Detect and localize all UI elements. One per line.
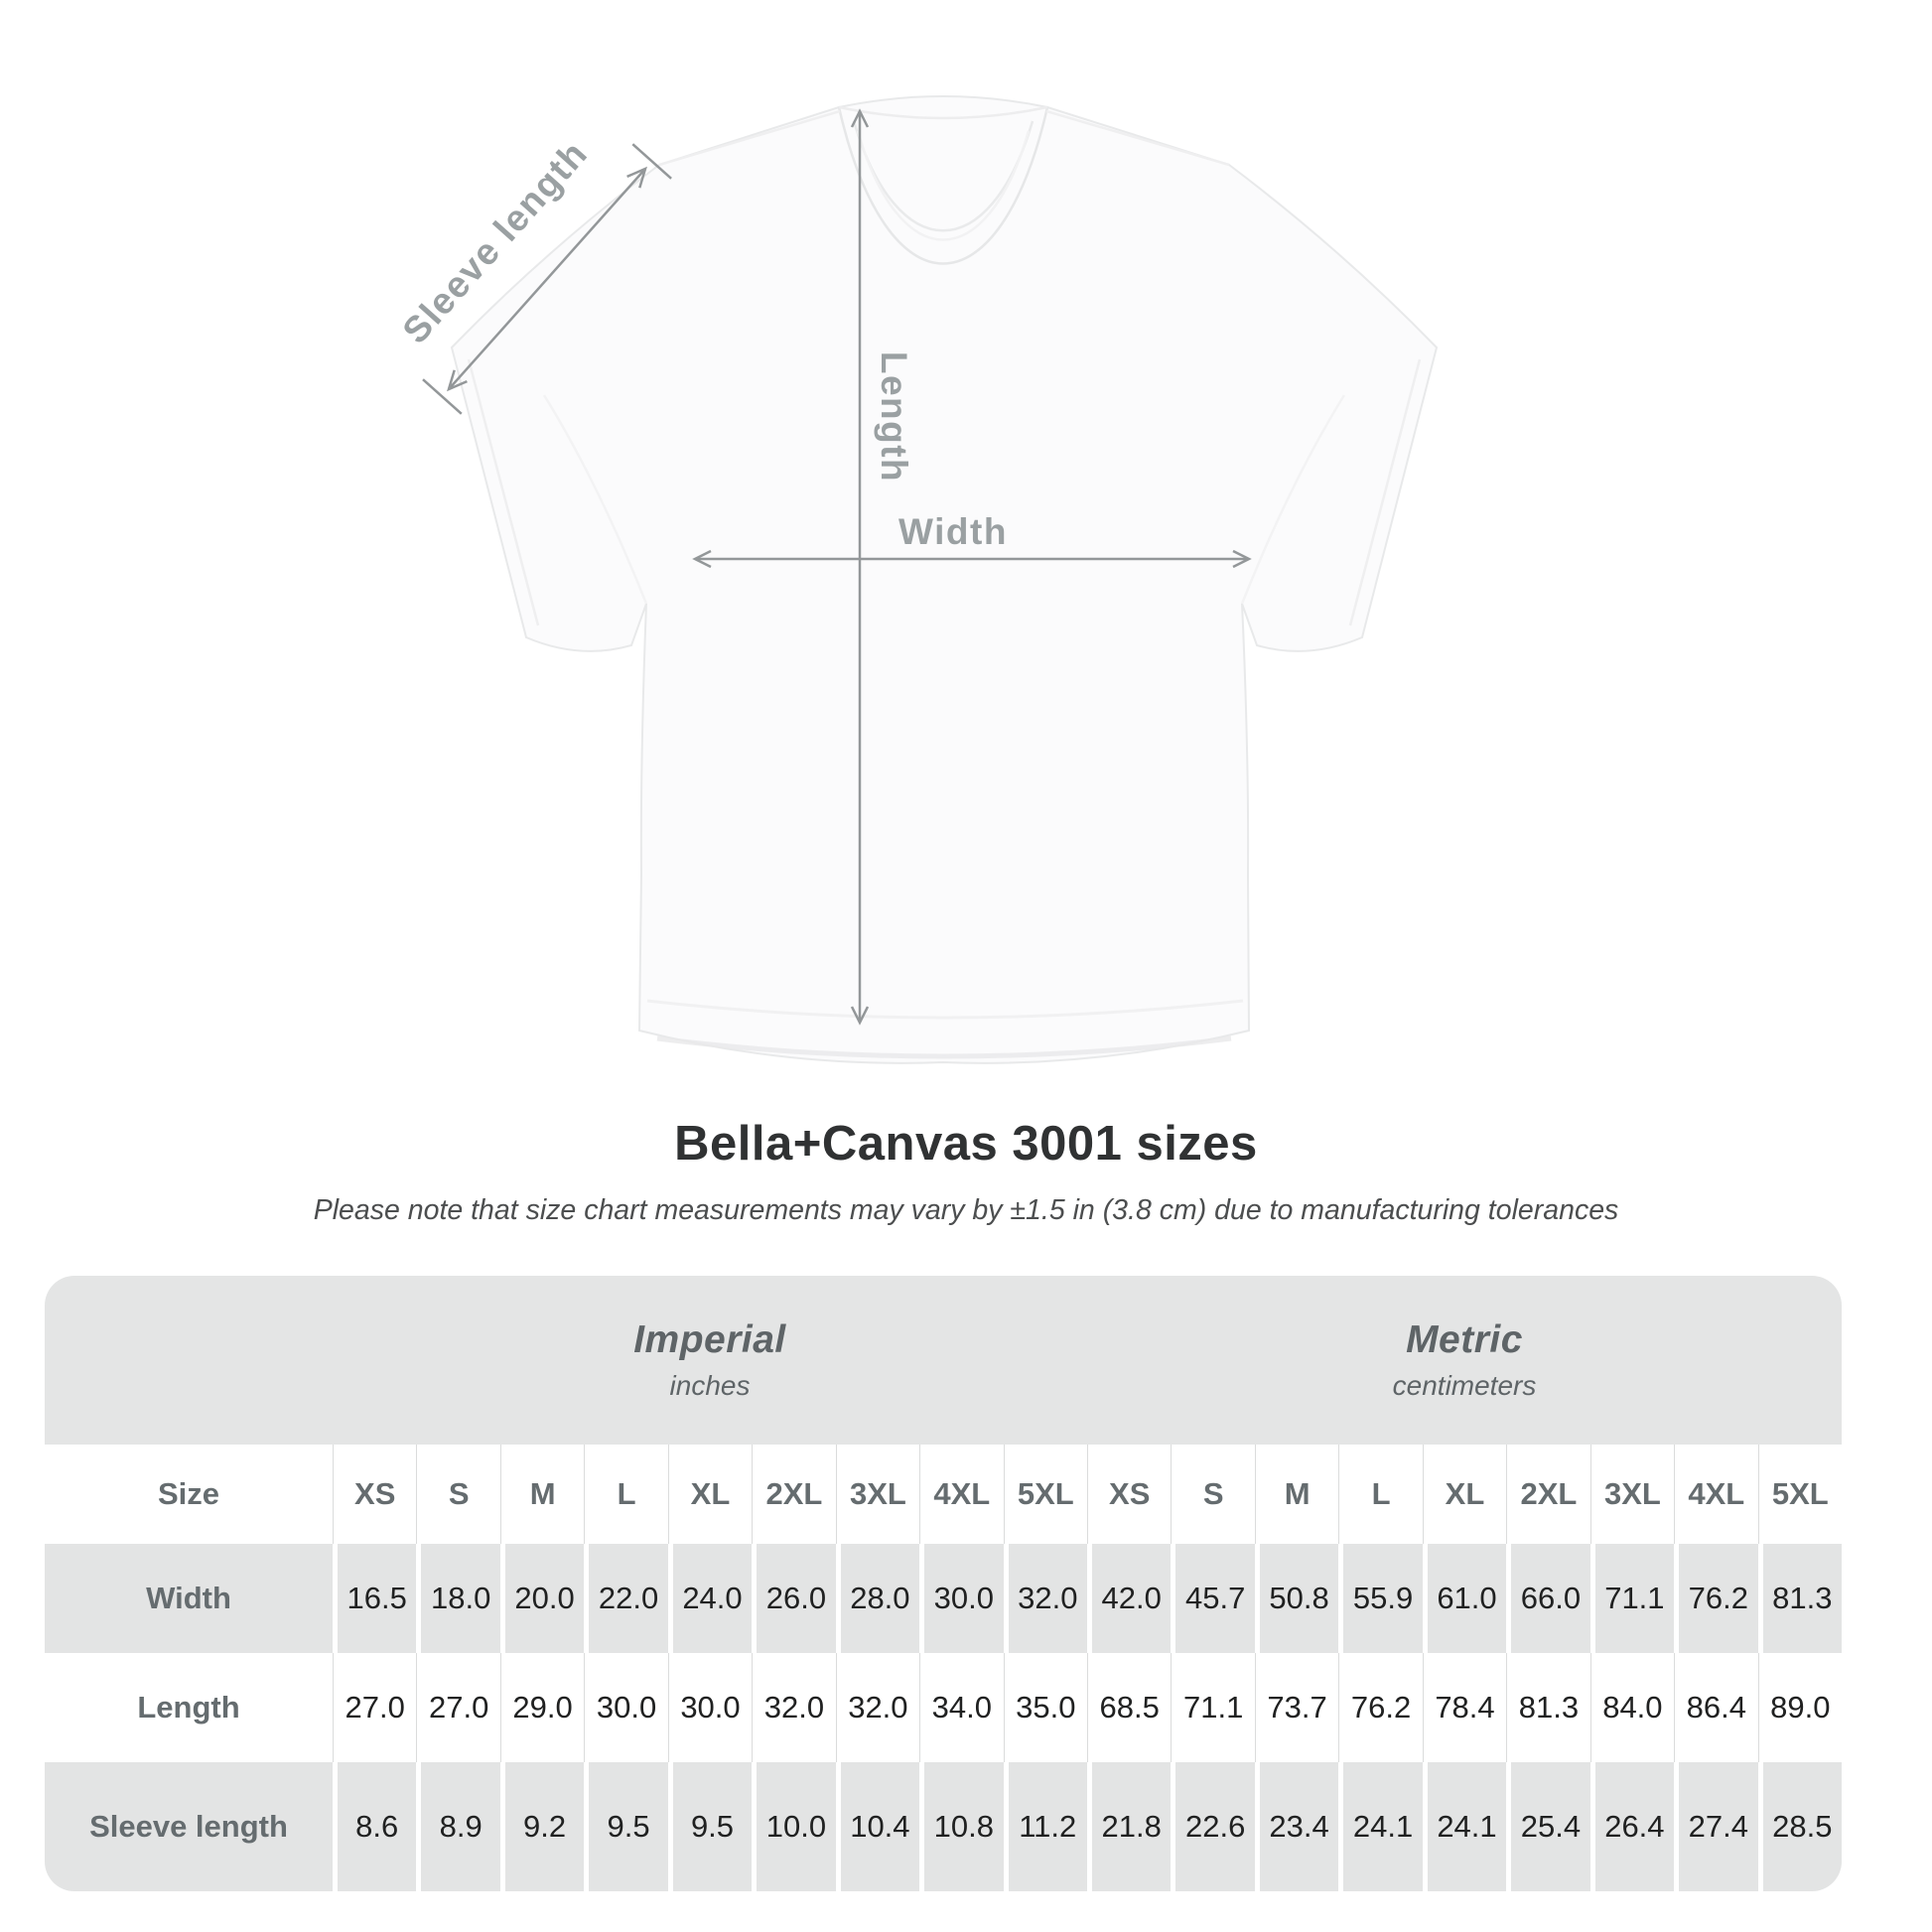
size-header-metric-3xl: 3XL [1589,1445,1674,1544]
value-cell: 22.6 [1171,1762,1254,1891]
width-label: Width [898,511,1008,552]
size-header-imperial-xl: XL [667,1445,752,1544]
value-cell: 22.0 [584,1544,667,1653]
unit-group-imperial: Imperial inches [333,1276,1087,1445]
value-cell: 27.0 [416,1653,499,1762]
size-header-metric-l: L [1338,1445,1422,1544]
size-header-imperial-m: M [499,1445,584,1544]
value-cell: 42.0 [1086,1544,1171,1653]
value-cell: 25.4 [1506,1762,1589,1891]
value-cell: 24.0 [667,1544,752,1653]
tshirt-measurement-diagram: Length Width Sleeve length [395,95,1439,1064]
size-header-metric-m: M [1254,1445,1338,1544]
value-cell: 32.0 [835,1653,919,1762]
size-header-imperial-l: L [584,1445,667,1544]
size-header-imperial-4xl: 4XL [919,1445,1003,1544]
value-cell: 50.8 [1254,1544,1338,1653]
size-header-metric-s: S [1171,1445,1254,1544]
size-header-metric-2xl: 2XL [1506,1445,1589,1544]
value-cell: 10.8 [919,1762,1003,1891]
value-cell: 81.3 [1757,1544,1842,1653]
sleeve-length-dimension-arrow [422,143,672,415]
table-row: Width 16.5 18.0 20.0 22.0 24.0 26.0 28.0 30.0 32.… [45,1544,1842,1653]
size-chart-table: Size XS S M L XL 2XL 3XL 4XL 5XL XS S M L XL 2XL 3XL 4XL 5… [45,1445,1842,1891]
page-subtitle: Please note that size chart measurements… [313,1194,1619,1226]
length-dimension-arrow [850,108,870,1026]
value-cell: 81.3 [1506,1653,1589,1762]
value-cell: 9.5 [667,1762,752,1891]
page-title: Bella+Canvas 3001 sizes [674,1117,1258,1171]
size-header-imperial-s: S [416,1445,499,1544]
value-cell: 16.5 [333,1544,416,1653]
imperial-unit: inches [669,1370,751,1401]
value-cell: 21.8 [1086,1762,1171,1891]
size-header-imperial-3xl: 3XL [835,1445,919,1544]
value-cell: 84.0 [1589,1653,1674,1762]
value-cell: 76.2 [1674,1544,1757,1653]
value-cell: 73.7 [1254,1653,1338,1762]
value-cell: 78.4 [1422,1653,1506,1762]
value-cell: 29.0 [499,1653,584,1762]
imperial-heading: Imperial [633,1318,786,1361]
value-cell: 8.9 [416,1762,499,1891]
table-row: Size XS S M L XL 2XL 3XL 4XL 5XL XS S M L XL 2XL 3XL 4XL 5… [45,1445,1842,1544]
value-cell: 26.0 [752,1544,835,1653]
value-cell: 8.6 [333,1762,416,1891]
size-header-metric-5xl: 5XL [1757,1445,1842,1544]
value-cell: 20.0 [499,1544,584,1653]
value-cell: 30.0 [584,1653,667,1762]
size-header-imperial-xs: XS [333,1445,416,1544]
table-row: Length 27.0 27.0 29.0 30.0 30.0 32.0 32.0 34.0 35… [45,1653,1842,1762]
value-cell: 24.1 [1422,1762,1506,1891]
unit-group-metric: Metric centimeters [1087,1276,1842,1445]
value-cell: 32.0 [752,1653,835,1762]
value-cell: 45.7 [1171,1544,1254,1653]
unit-system-band: Imperial inches Metric centimeters [45,1276,1842,1445]
value-cell: 9.5 [584,1762,667,1891]
value-cell: 11.2 [1003,1762,1087,1891]
value-cell: 9.2 [499,1762,584,1891]
value-cell: 71.1 [1171,1653,1254,1762]
value-cell: 10.4 [835,1762,919,1891]
value-cell: 66.0 [1506,1544,1589,1653]
value-cell: 26.4 [1589,1762,1674,1891]
value-cell: 10.0 [752,1762,835,1891]
tshirt-illustration [450,95,1439,1064]
value-cell: 89.0 [1757,1653,1842,1762]
value-cell: 86.4 [1674,1653,1757,1762]
width-dimension-arrow [692,549,1252,569]
row-label: Length [137,1690,240,1725]
metric-unit: centimeters [1392,1370,1537,1401]
size-chart-card: Imperial inches Metric centimeters Size X… [45,1276,1842,1891]
value-cell: 18.0 [416,1544,499,1653]
size-header-metric-4xl: 4XL [1674,1445,1757,1544]
row-label: Width [146,1581,231,1615]
size-header-imperial-5xl: 5XL [1003,1445,1087,1544]
value-cell: 61.0 [1422,1544,1506,1653]
metric-heading: Metric [1406,1318,1523,1361]
value-cell: 35.0 [1003,1653,1087,1762]
value-cell: 30.0 [919,1544,1003,1653]
size-header-metric-xl: XL [1422,1445,1506,1544]
value-cell: 30.0 [667,1653,752,1762]
value-cell: 28.0 [835,1544,919,1653]
value-cell: 71.1 [1589,1544,1674,1653]
value-cell: 68.5 [1086,1653,1171,1762]
size-header-imperial-2xl: 2XL [752,1445,835,1544]
size-header-metric-xs: XS [1086,1445,1171,1544]
value-cell: 27.4 [1674,1762,1757,1891]
length-label: Length [874,351,914,483]
value-cell: 28.5 [1757,1762,1842,1891]
value-cell: 23.4 [1254,1762,1338,1891]
row-label: Sleeve length [89,1809,288,1844]
value-cell: 32.0 [1003,1544,1087,1653]
value-cell: 24.1 [1338,1762,1422,1891]
table-row: Sleeve length 8.6 8.9 9.2 9.5 9.5 10.0 10.4 10.8… [45,1762,1842,1891]
value-cell: 27.0 [333,1653,416,1762]
value-cell: 34.0 [919,1653,1003,1762]
value-cell: 55.9 [1338,1544,1422,1653]
size-column-header: Size [157,1476,220,1511]
value-cell: 76.2 [1338,1653,1422,1762]
